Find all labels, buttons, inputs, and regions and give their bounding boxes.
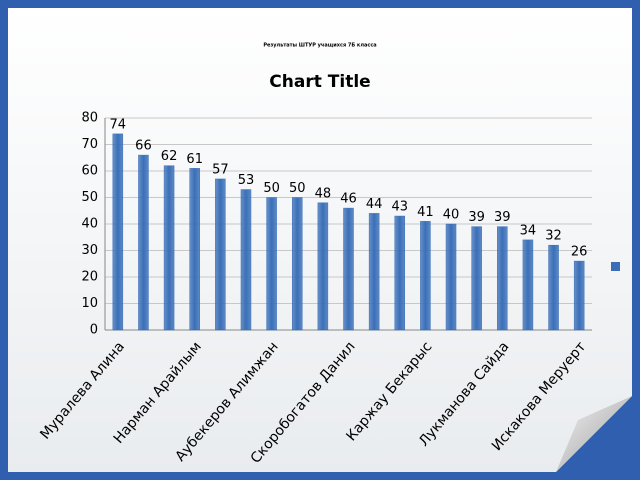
bar [291, 197, 303, 331]
data-label: 44 [366, 197, 383, 212]
page-curl [556, 396, 632, 472]
data-label: 53 [238, 173, 255, 188]
bar [497, 226, 508, 331]
y-tick-label: 70 [81, 137, 98, 152]
data-label: 50 [263, 181, 280, 196]
data-label: 74 [110, 117, 127, 132]
bar [240, 189, 252, 331]
data-label: 32 [545, 229, 562, 244]
bar [573, 260, 585, 331]
chart-title: Chart Title [269, 72, 370, 92]
bar [138, 154, 149, 331]
data-label: 43 [391, 200, 408, 215]
data-label: 62 [161, 149, 178, 164]
data-label: 26 [571, 245, 588, 260]
bar [522, 239, 534, 331]
y-tick-label: 60 [81, 164, 98, 179]
bar [112, 133, 124, 331]
bar [266, 197, 277, 331]
bar [317, 202, 329, 331]
data-label: 40 [443, 208, 460, 223]
bar [420, 221, 431, 331]
data-label: 66 [135, 139, 152, 154]
data-label: 61 [186, 152, 203, 167]
legend-marker [611, 262, 620, 271]
data-label: 39 [494, 210, 511, 225]
slide-title: Результаты ШТУР учащихся 7Б класса [263, 43, 376, 49]
bar [215, 178, 226, 331]
y-tick-label: 50 [81, 190, 98, 205]
y-tick-label: 40 [81, 217, 98, 232]
data-label: 46 [340, 192, 357, 207]
bar [368, 213, 380, 331]
bar [189, 168, 200, 331]
bar [394, 215, 406, 331]
bar [343, 207, 354, 331]
bar [163, 165, 175, 331]
data-label: 39 [468, 210, 485, 225]
data-label: 48 [315, 186, 332, 201]
y-tick-label: 0 [90, 323, 98, 338]
y-tick-label: 20 [81, 270, 98, 285]
data-label: 34 [520, 223, 537, 238]
bar [445, 223, 457, 331]
y-tick-label: 10 [81, 296, 98, 311]
bar [548, 244, 559, 331]
y-tick-label: 80 [81, 111, 98, 126]
bar [471, 226, 482, 331]
y-tick-label: 30 [81, 243, 98, 258]
data-label: 50 [289, 181, 306, 196]
data-label: 41 [417, 205, 434, 220]
data-label: 57 [212, 162, 229, 177]
